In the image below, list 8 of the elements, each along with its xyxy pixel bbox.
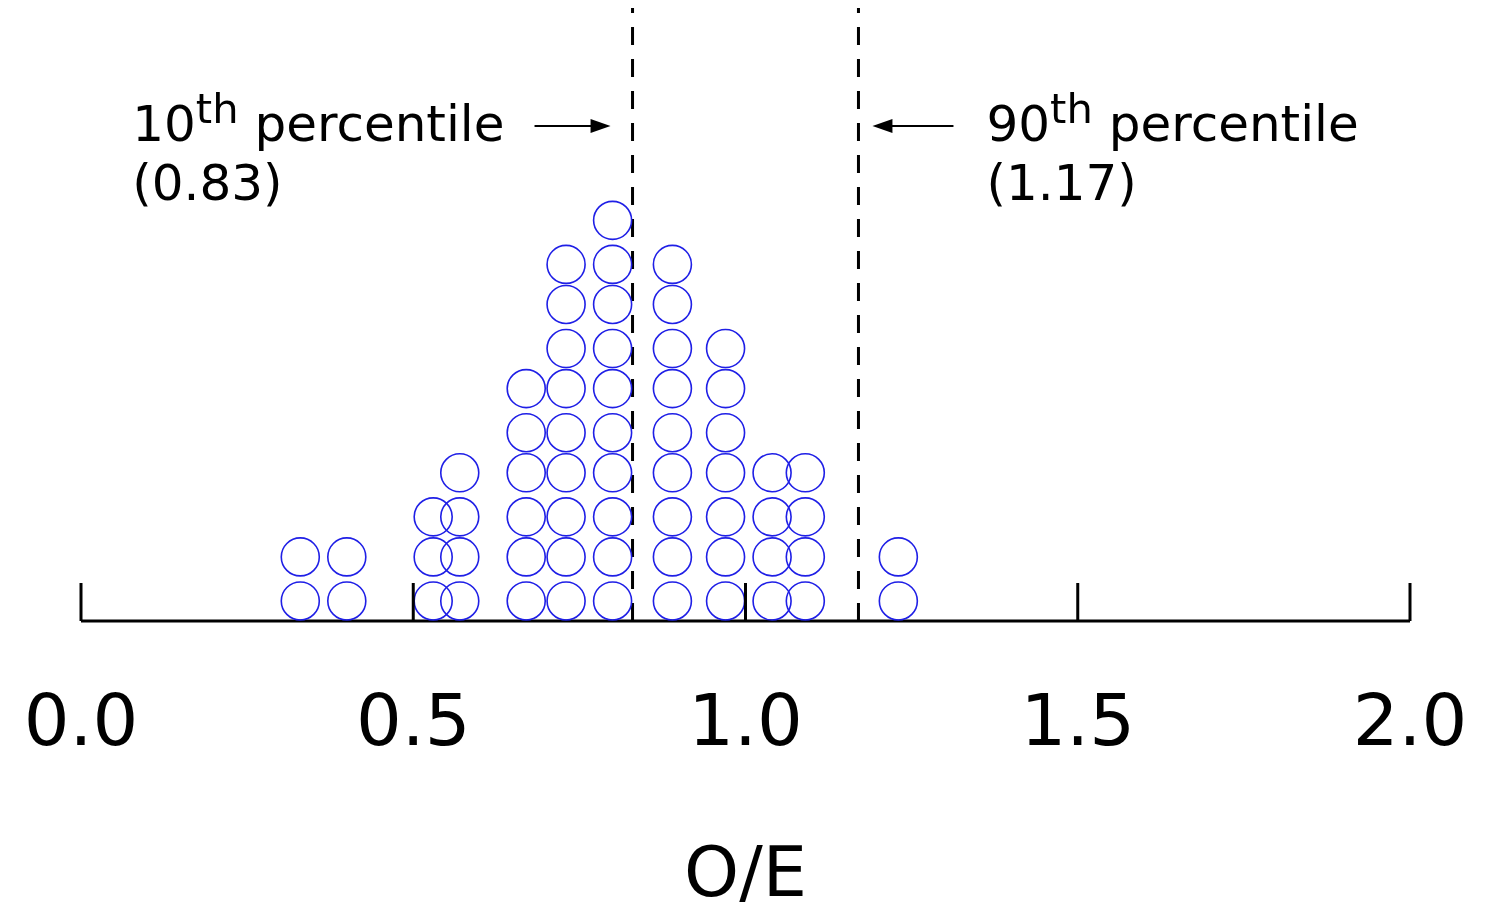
ref-line-label: 10$^{th}$ percentile (0.83) (132, 83, 505, 214)
x-tick-label: 2.0 (1352, 678, 1468, 762)
x-tick-label: 1.0 (688, 678, 803, 762)
x-tick-label: 0.0 (23, 678, 139, 762)
ref-line-label: 90$^{th}$ percentile (1.17) (986, 83, 1359, 214)
x-tick-label: 1.5 (1020, 678, 1136, 762)
x-tick-label: 0.5 (355, 678, 471, 762)
x-axis-title: O/E (684, 831, 807, 912)
